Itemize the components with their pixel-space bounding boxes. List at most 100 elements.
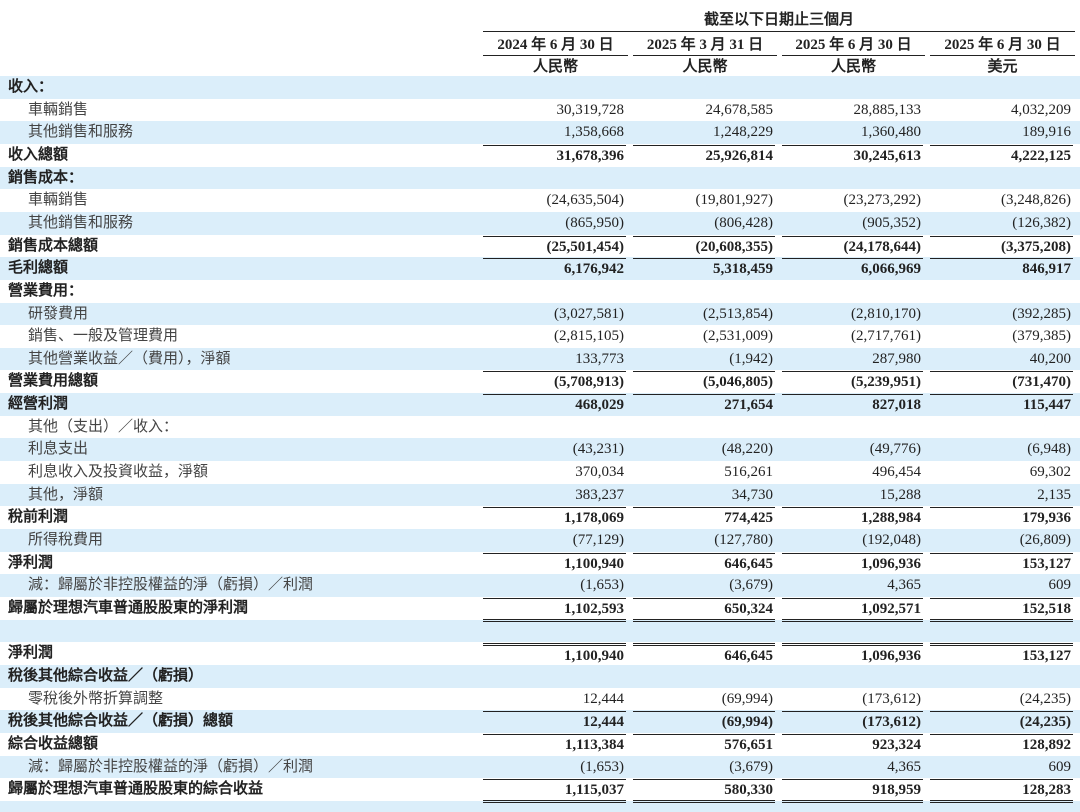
cell-value: (2,810,170) [851, 305, 921, 322]
cell-value: 69,302 [1029, 464, 1071, 481]
cell-value: 370,034 [575, 464, 624, 481]
row-label: 收入總額 [8, 146, 69, 163]
table-row: 銷售、一般及管理費用 (2,815,105) (2,531,009) (2,717,7… [0, 325, 1080, 348]
blank-row [0, 619, 1080, 643]
row-label: 淨利潤 [8, 645, 54, 662]
row-label: 研發費用 [28, 305, 89, 322]
column-currency: 人民幣 [532, 59, 578, 75]
cell-value: (2,513,854) [703, 305, 773, 322]
cell-value: 4,222,125 [930, 144, 1073, 166]
cell-value: (192,048) [862, 532, 921, 548]
cell-value: 1,178,069 [483, 507, 626, 528]
table-row: 收入總額 31,678,396 25,926,814 30,245,613 4,222,… [0, 144, 1080, 167]
cell-value: 128,892 [930, 733, 1073, 755]
row-label: 綜合收益總額 [8, 735, 99, 752]
column-date: 2025 年 6 月 30 日 [782, 33, 925, 56]
table-row: 稅前利潤 1,178,069 774,425 1,288,984 179,936 [0, 506, 1080, 529]
cell-value: 133,773 [575, 350, 624, 367]
row-label: 減：歸屬於非控股權益的淨（虧損）／利潤 [28, 758, 314, 775]
cell-value: 153,127 [930, 552, 1073, 574]
cell-value: 1,360,480 [861, 124, 921, 141]
cell-value: (23,273,292) [843, 192, 922, 209]
cell-value: (905,352) [862, 214, 921, 231]
table-row: 營業費用總額 (5,708,913) (5,046,805) (5,239,951) (… [0, 370, 1080, 393]
cell-value: (1,653) [580, 758, 624, 775]
row-label: 車輛銷售 [28, 192, 89, 209]
cell-value: 30,245,613 [782, 144, 923, 166]
row-label: 歸屬於理想汽車普通股股東的淨利潤 [8, 599, 249, 616]
table-row: 其他（支出）／收入： [0, 416, 1080, 439]
period-header: 截至以下日期止三個月 [483, 8, 1075, 32]
cell-value: 827,018 [782, 394, 923, 415]
cell-value: 4,365 [887, 577, 921, 594]
cell-value: 774,425 [633, 507, 775, 528]
column-currency: 人民幣 [830, 59, 876, 75]
cell-value: 609 [1048, 577, 1072, 594]
cell-value: (2,531,009) [703, 328, 773, 345]
cell-value: 271,654 [633, 394, 775, 415]
cell-value: (126,382) [1012, 214, 1071, 231]
cell-value: (69,994) [633, 711, 775, 732]
table-row: 其他營業收益／（費用），淨額 133,773 (1,942) 287,980 40,20… [0, 347, 1080, 371]
cell-value: 1,100,940 [483, 643, 626, 666]
row-label: 其他營業收益／（費用），淨額 [28, 350, 231, 367]
cell-value: (5,239,951) [782, 371, 923, 392]
cell-value: (3,679) [729, 758, 773, 775]
row-label: 其他（支出）／收入： [28, 418, 179, 435]
cell-value: 6,066,969 [782, 258, 923, 279]
cell-value: 4,365 [887, 758, 921, 775]
table-row: 減：歸屬於非控股權益的淨（虧損）／利潤 (1,653) (3,679) 4,365 60… [0, 755, 1080, 779]
row-label: 歸屬於理想汽車普通股股東的綜合收益 [8, 781, 264, 798]
cell-value: (1,653) [580, 577, 624, 594]
row-label: 利息收入及投資收益，淨額 [28, 464, 209, 481]
cell-value: (392,285) [1012, 305, 1071, 322]
cell-value: 153,127 [930, 643, 1073, 666]
table-row: 歸屬於理想汽車普通股股東的綜合收益 1,115,037 580,330 918,959… [0, 778, 1080, 804]
column-date: 2025 年 6 月 30 日 [930, 33, 1075, 56]
column-currency: 人民幣 [682, 59, 728, 75]
table-row: 其他銷售和服務 (865,950) (806,428) (905,352) (126,3… [0, 211, 1080, 235]
row-label: 經營利潤 [8, 396, 69, 413]
table-row: 銷售成本總額 (25,501,454) (20,608,355) (24,178,64… [0, 235, 1080, 258]
cell-value: (2,717,761) [851, 328, 921, 345]
cell-value: (77,129) [572, 532, 624, 548]
cell-value: 287,980 [872, 350, 921, 367]
row-label: 稅後其他綜合收益／（虧損） [8, 667, 204, 684]
row-label: 毛利總額 [8, 260, 69, 277]
cell-value: (49,776) [869, 441, 921, 458]
cell-value: 646,645 [633, 643, 775, 666]
cell-value: (3,248,826) [1001, 192, 1071, 209]
cell-value: 923,324 [782, 733, 923, 755]
cell-value: 1,100,940 [483, 552, 626, 574]
cell-value: 1,288,984 [782, 507, 923, 528]
table-row: 其他，淨額 383,237 34,730 15,288 2,135 [0, 483, 1080, 507]
cutoff-row [0, 800, 1080, 812]
table-row: 淨利潤 1,100,940 646,645 1,096,936 153,127 [0, 552, 1080, 575]
cell-value: 1,096,936 [782, 552, 923, 574]
cell-value: (19,801,927) [695, 192, 774, 209]
cell-value: 6,176,942 [483, 258, 626, 279]
table-row: 歸屬於理想汽車普通股股東的淨利潤 1,102,593 650,324 1,092,57… [0, 597, 1080, 622]
cell-value: 128,283 [930, 779, 1073, 804]
cell-value: 496,454 [872, 464, 921, 481]
cell-value: (69,994) [721, 690, 773, 707]
cell-value: (5,708,913) [483, 371, 626, 392]
cell-value: (43,231) [572, 441, 624, 458]
cell-value: 24,678,585 [705, 101, 774, 118]
cell-value: (3,375,208) [930, 235, 1073, 257]
row-label: 銷售成本總額 [8, 237, 99, 254]
cell-value: 4,032,209 [1011, 101, 1071, 118]
table-row: 利息收入及投資收益，淨額 370,034 516,261 496,454 69,302 [0, 461, 1080, 484]
cell-value: 31,678,396 [483, 144, 626, 166]
cell-value: 576,651 [633, 733, 775, 755]
cell-value: (3,027,581) [554, 305, 624, 322]
cell-value: 646,645 [633, 552, 775, 574]
cell-value: (25,501,454) [483, 235, 626, 257]
table-row: 其他銷售和服務 1,358,668 1,248,229 1,360,480 189,91… [0, 121, 1080, 144]
table-row: 經營利潤 468,029 271,654 827,018 115,447 [0, 393, 1080, 416]
cell-value: 1,096,936 [782, 643, 923, 666]
cell-value: 609 [1048, 758, 1072, 775]
row-label: 車輛銷售 [28, 101, 89, 118]
cell-value: 152,518 [930, 597, 1073, 622]
